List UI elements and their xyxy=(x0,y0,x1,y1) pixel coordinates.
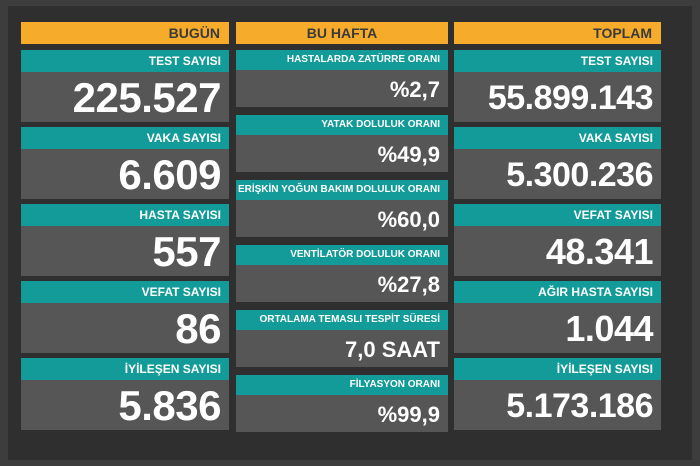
week-ventilator-value: %27,8 xyxy=(236,265,448,302)
week-contact-time-card: ORTALAMA TEMASLI TESPİT SÜRESİ 7,0 SAAT xyxy=(236,310,448,367)
week-ventilator-card: VENTİLATÖR DOLULUK ORANI %27,8 xyxy=(236,245,448,302)
today-test-value: 225.527 xyxy=(21,72,229,122)
total-test-value: 55.899.143 xyxy=(454,72,661,122)
week-bed-label: YATAK DOLULUK ORANI xyxy=(236,115,448,135)
today-patient-value: 557 xyxy=(21,226,229,276)
week-pneumonia-card: HASTALARDA ZATÜRRE ORANI %2,7 xyxy=(236,50,448,107)
total-critical-value: 1.044 xyxy=(454,303,661,353)
week-column: BU HAFTA HASTALARDA ZATÜRRE ORANI %2,7 Y… xyxy=(236,22,448,440)
today-death-value: 86 xyxy=(21,303,229,353)
total-recovered-value: 5.173.186 xyxy=(454,380,661,430)
total-critical-label: AĞIR HASTA SAYISI xyxy=(454,281,661,303)
total-column: TOPLAM TEST SAYISI 55.899.143 VAKA SAYIS… xyxy=(454,22,661,435)
total-recovered-label: İYİLEŞEN SAYISI xyxy=(454,358,661,380)
week-contact-time-value: 7,0 SAAT xyxy=(236,330,448,367)
today-column: BUGÜN TEST SAYISI 225.527 VAKA SAYISI 6.… xyxy=(21,22,229,435)
total-death-card: VEFAT SAYISI 48.341 xyxy=(454,204,661,276)
today-test-label: TEST SAYISI xyxy=(21,50,229,72)
week-bed-card: YATAK DOLULUK ORANI %49,9 xyxy=(236,115,448,172)
week-header: BU HAFTA xyxy=(236,22,448,44)
week-filiation-value: %99,9 xyxy=(236,395,448,432)
total-recovered-card: İYİLEŞEN SAYISI 5.173.186 xyxy=(454,358,661,430)
total-case-label: VAKA SAYISI xyxy=(454,127,661,149)
today-case-value: 6.609 xyxy=(21,149,229,199)
week-bed-value: %49,9 xyxy=(236,135,448,172)
week-ventilator-label: VENTİLATÖR DOLULUK ORANI xyxy=(236,245,448,265)
total-test-label: TEST SAYISI xyxy=(454,50,661,72)
today-patient-label: HASTA SAYISI xyxy=(21,204,229,226)
today-case-label: VAKA SAYISI xyxy=(21,127,229,149)
today-patient-card: HASTA SAYISI 557 xyxy=(21,204,229,276)
today-recovered-card: İYİLEŞEN SAYISI 5.836 xyxy=(21,358,229,430)
total-death-label: VEFAT SAYISI xyxy=(454,204,661,226)
week-filiation-label: FİLYASYON ORANI xyxy=(236,375,448,395)
today-header: BUGÜN xyxy=(21,22,229,44)
total-test-card: TEST SAYISI 55.899.143 xyxy=(454,50,661,122)
week-pneumonia-value: %2,7 xyxy=(236,70,448,107)
total-case-value: 5.300.236 xyxy=(454,149,661,199)
week-icu-card: ERİŞKİN YOĞUN BAKIM DOLULUK ORANI %60,0 xyxy=(236,180,448,237)
today-test-card: TEST SAYISI 225.527 xyxy=(21,50,229,122)
total-header: TOPLAM xyxy=(454,22,661,44)
today-recovered-label: İYİLEŞEN SAYISI xyxy=(21,358,229,380)
today-death-card: VEFAT SAYISI 86 xyxy=(21,281,229,353)
week-contact-time-label: ORTALAMA TEMASLI TESPİT SÜRESİ xyxy=(236,310,448,330)
week-icu-label: ERİŞKİN YOĞUN BAKIM DOLULUK ORANI xyxy=(236,180,448,200)
week-icu-value: %60,0 xyxy=(236,200,448,237)
today-case-card: VAKA SAYISI 6.609 xyxy=(21,127,229,199)
week-pneumonia-label: HASTALARDA ZATÜRRE ORANI xyxy=(236,50,448,70)
today-death-label: VEFAT SAYISI xyxy=(21,281,229,303)
total-critical-card: AĞIR HASTA SAYISI 1.044 xyxy=(454,281,661,353)
total-death-value: 48.341 xyxy=(454,226,661,276)
week-filiation-card: FİLYASYON ORANI %99,9 xyxy=(236,375,448,432)
today-recovered-value: 5.836 xyxy=(21,380,229,430)
total-case-card: VAKA SAYISI 5.300.236 xyxy=(454,127,661,199)
